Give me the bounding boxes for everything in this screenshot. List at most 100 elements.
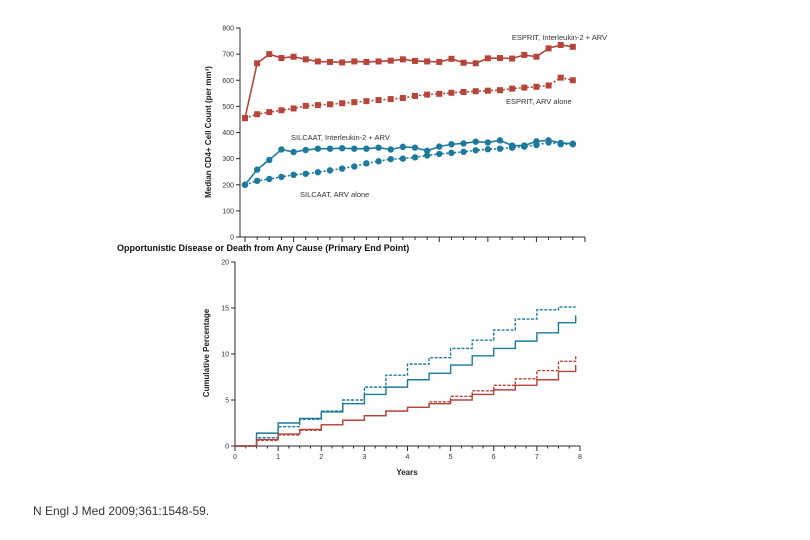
cd4-point: [448, 141, 455, 148]
cd4-point: [412, 92, 418, 99]
cd4-point: [460, 89, 467, 96]
cd4-point: [484, 139, 492, 146]
cd4-point: [314, 169, 322, 176]
cd4-point: [484, 146, 492, 153]
cd4-point: [290, 148, 297, 156]
cd4-y-tick-label: 200: [222, 182, 234, 189]
cd4-y-ticks: 0 100 200 300 400 500 600 700 800: [222, 26, 240, 242]
cd4-point: [472, 88, 479, 95]
events-y-tick-label: 10: [221, 352, 229, 359]
cd4-point: [254, 111, 261, 118]
cd4-y-tick-label: 700: [222, 52, 234, 59]
events-y-axis-label: Cumulative Percentage: [202, 308, 211, 397]
cd4-point: [472, 138, 479, 145]
cd4-point: [314, 102, 321, 109]
cumulative-events-chart: Opportunistic Disease or Death from Any …: [117, 243, 582, 477]
cd4-point: [290, 171, 297, 179]
events-x-tick-label: 6: [492, 454, 496, 461]
cd4-count-chart: 0 100 200 300 400 500 600 700 800 Median CD4+ Ce…: [204, 26, 607, 242]
cd4-point: [411, 144, 419, 151]
citation: N Engl J Med 2009;361:1548-59.: [33, 504, 210, 518]
cd4-point: [497, 55, 503, 62]
cd4-point: [242, 115, 248, 122]
cd4-y-tick-label: 300: [222, 156, 234, 163]
legend-silcaat-il2: SILCAAT, Interleukin-2 + ARV: [291, 133, 390, 142]
cd4-point: [338, 165, 346, 172]
events-series-line-0: [235, 306, 576, 447]
cd4-point: [278, 107, 285, 114]
cd4-point: [509, 85, 516, 92]
events-series: [235, 306, 577, 447]
events-y-tick-label: 15: [221, 306, 229, 313]
cd4-point: [387, 96, 394, 103]
cd4-point: [266, 109, 273, 116]
cd4-point: [472, 147, 479, 154]
cd4-point: [496, 137, 504, 144]
cd4-point: [327, 101, 333, 108]
cd4-series-line-1: [244, 76, 574, 119]
cd4-point: [363, 58, 370, 65]
cd4-point: [241, 181, 249, 188]
cd4-point: [339, 59, 346, 66]
cd4-point: [363, 145, 370, 152]
events-x-tick-label: 4: [406, 454, 410, 461]
cd4-point: [253, 166, 261, 173]
cd4-point: [436, 150, 443, 158]
cd4-point: [460, 148, 467, 156]
cd4-point: [545, 139, 552, 146]
cd4-point: [472, 60, 479, 67]
cd4-point: [290, 53, 297, 60]
cd4-point: [557, 41, 564, 48]
cd4-series-line-2: [244, 139, 573, 186]
cd4-point: [448, 89, 455, 96]
cd4-point: [424, 91, 431, 98]
cd4-point: [326, 145, 334, 152]
events-x-tick-label: 0: [233, 454, 237, 461]
legend-esprit-il2: ESPRIT, Interleukin-2 + ARV: [512, 33, 607, 42]
cd4-point: [351, 58, 358, 65]
cd4-y-tick-label: 500: [222, 104, 234, 111]
cd4-point: [460, 59, 467, 66]
events-series-line-2: [235, 354, 577, 447]
cd4-y-axis-label: Median CD4+ Cell Count (per mm³): [204, 66, 213, 198]
cd4-point: [569, 141, 577, 148]
events-y-tick-label: 0: [225, 444, 229, 451]
cd4-point: [278, 55, 285, 62]
cd4-point: [375, 144, 382, 151]
cd4-point: [412, 57, 418, 64]
cd4-point: [557, 141, 564, 148]
cd4-point: [278, 173, 285, 181]
cd4-point: [327, 58, 333, 65]
cd4-x-ticks: [244, 237, 586, 242]
cd4-point: [387, 57, 394, 64]
cd4-point: [460, 140, 467, 147]
events-x-tick-label: 5: [449, 454, 453, 461]
cd4-point: [266, 51, 273, 58]
cd4-point: [363, 160, 370, 167]
cd4-point: [436, 90, 443, 97]
cd4-point: [399, 155, 407, 162]
cd4-point: [545, 82, 552, 89]
events-x-tick-label: 8: [578, 454, 582, 461]
cd4-point: [338, 144, 346, 152]
events-x-tick-label: 1: [276, 454, 280, 461]
cd4-y-tick-label: 600: [222, 78, 234, 85]
cd4-point: [569, 77, 576, 84]
cd4-point: [314, 58, 321, 65]
cd4-point: [508, 144, 516, 151]
cd4-point: [509, 55, 516, 62]
cd4-point: [314, 145, 322, 152]
events-x-tick-label: 3: [362, 454, 366, 461]
cd4-point: [424, 58, 431, 65]
cd4-series-line-0: [244, 44, 573, 119]
cd4-point: [448, 149, 455, 157]
cd4-y-tick-label: 800: [222, 26, 234, 33]
cd4-point: [375, 58, 382, 65]
cd4-point: [266, 175, 273, 183]
cd4-point: [521, 143, 528, 150]
cd4-point: [302, 56, 309, 63]
cd4-point: [423, 152, 431, 159]
cd4-point: [484, 87, 491, 94]
cd4-point: [533, 141, 540, 149]
cd4-point: [399, 143, 407, 151]
